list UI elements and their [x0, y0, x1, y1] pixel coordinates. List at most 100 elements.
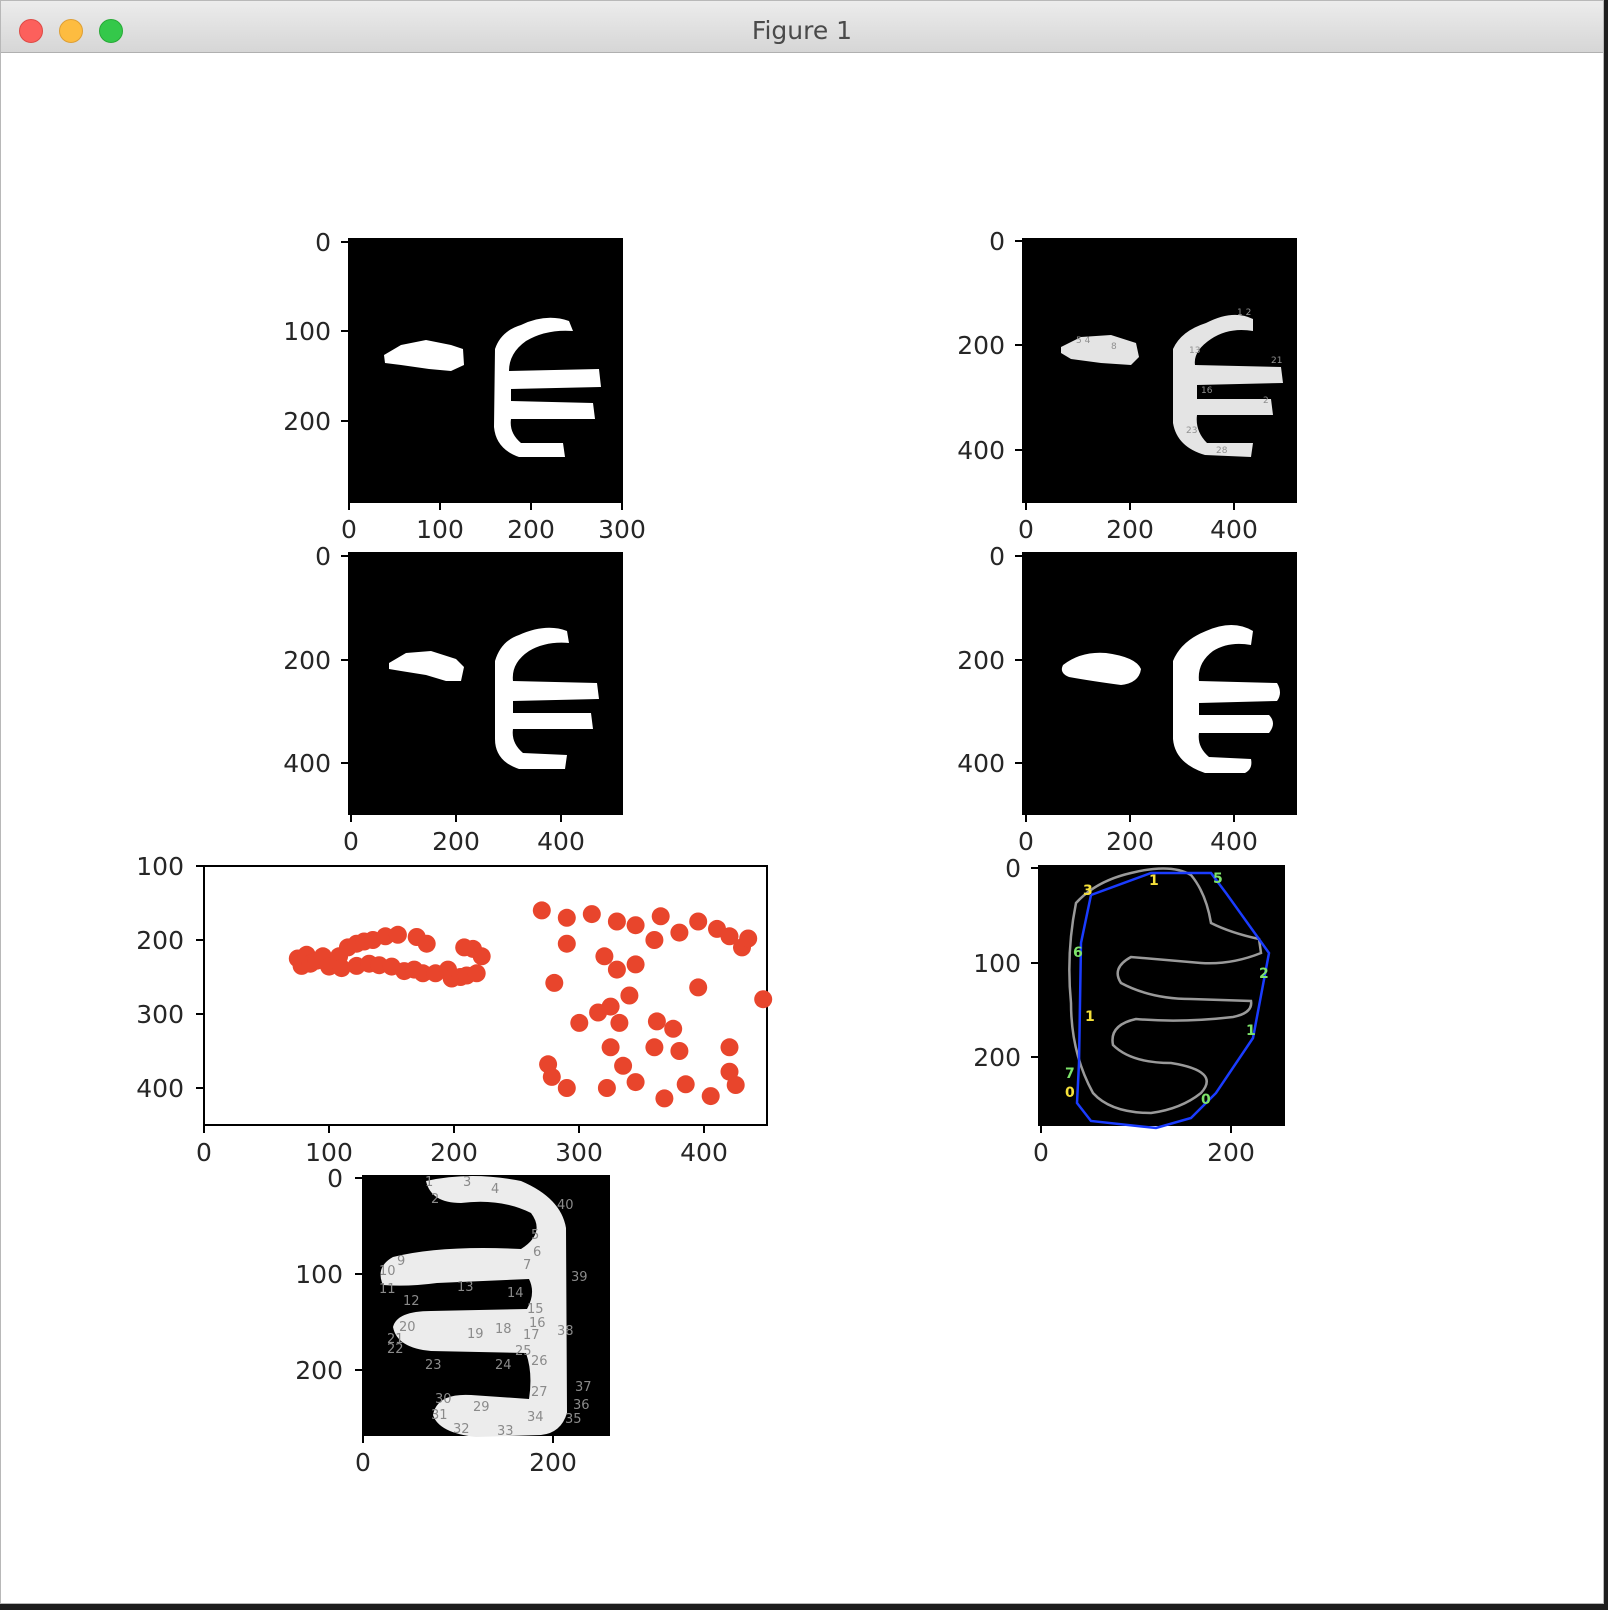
panel-top-right: 1 2 21 2 13 16 23 28 5 4 8 [1022, 238, 1297, 503]
scatter-point [670, 923, 689, 942]
scatter-point [388, 925, 407, 944]
hull-label: 2 [1259, 966, 1269, 982]
y-tick-label: 400 [283, 749, 331, 778]
point-label: 11 [379, 1282, 396, 1297]
scatter-point [455, 938, 474, 957]
point-label: 34 [527, 1410, 544, 1425]
svg-text:28: 28 [1216, 446, 1228, 456]
x-tick-label: 0 [355, 1448, 371, 1477]
scatter-point [570, 1013, 589, 1032]
y-tick-label: 100 [136, 852, 184, 881]
scatter-point [626, 955, 645, 974]
y-tick-label: 200 [957, 646, 1005, 675]
y-tick-label: 0 [989, 542, 1005, 571]
x-tick-label: 400 [537, 827, 585, 856]
close-button[interactable] [19, 19, 43, 43]
mask-shape [1173, 314, 1283, 457]
point-label: 5 [531, 1228, 539, 1243]
scatter-point [557, 1079, 576, 1097]
y-tick-label: 100 [295, 1260, 343, 1289]
mask-blob [1061, 335, 1139, 365]
y-tick-label: 200 [136, 926, 184, 955]
scatter-point [620, 986, 639, 1005]
scatter-point [595, 947, 614, 966]
scatter-point [601, 997, 620, 1016]
point-label: 10 [379, 1264, 396, 1279]
svg-text:2: 2 [1263, 396, 1269, 406]
y-tick-label: 100 [973, 949, 1021, 978]
point-label: 13 [457, 1280, 474, 1295]
point-label: 21 [387, 1332, 404, 1347]
point-label: 36 [573, 1398, 590, 1413]
point-label: 25 [515, 1344, 532, 1359]
x-tick-label: 200 [430, 1138, 478, 1167]
mask-blob [1061, 652, 1141, 685]
hull-label: 1 [1085, 1009, 1095, 1025]
point-label: 15 [527, 1302, 544, 1317]
scatter-point [645, 1038, 664, 1057]
x-tick-label: 100 [416, 515, 464, 544]
zoom-button[interactable] [99, 19, 123, 43]
point-label: 29 [473, 1400, 490, 1415]
y-tick-label: 400 [957, 436, 1005, 465]
point-label: 27 [531, 1385, 548, 1400]
x-tick-label: 0 [343, 827, 359, 856]
scatter-point [655, 1089, 674, 1108]
scatter-point [417, 934, 436, 953]
point-labels: 1 2 3 4 5 6 7 9 10 11 12 13 14 15 16 17 [379, 1175, 592, 1439]
y-tick-label: 400 [136, 1074, 184, 1103]
scatter-point [413, 964, 432, 983]
contour-label-cluster: 1 2 21 2 13 16 23 28 5 4 8 [1076, 308, 1282, 456]
y-tick-label: 0 [1005, 854, 1021, 883]
scatter-point [614, 1056, 633, 1075]
point-label: 20 [399, 1320, 416, 1335]
x-tick-label: 200 [507, 515, 555, 544]
tick-labels: 0 100 200 300 0 100 200 0 200 400 0 200 … [136, 227, 1258, 1477]
point-label: 24 [495, 1358, 512, 1373]
x-tick-label: 400 [680, 1138, 728, 1167]
x-tick-label: 300 [555, 1138, 603, 1167]
hull-label: 7 [1065, 1066, 1075, 1082]
convex-hull-line [1075, 871, 1271, 1130]
x-tick-label: 0 [1033, 1138, 1049, 1167]
hull-label: 1 [1149, 873, 1159, 889]
point-label: 1 [425, 1175, 433, 1190]
hull-label: 5 [1213, 871, 1223, 887]
panel-middle-right [1022, 552, 1297, 815]
svg-text:5 4: 5 4 [1076, 336, 1091, 346]
scatter-point [626, 916, 645, 935]
y-tick-label: 200 [295, 1356, 343, 1385]
scatter-point [607, 912, 626, 931]
y-tick-label: 100 [283, 317, 331, 346]
point-label: 19 [467, 1327, 484, 1342]
scatter-point [651, 907, 670, 926]
panel-scatter [203, 865, 773, 1126]
y-tick-label: 300 [136, 1000, 184, 1029]
point-label: 31 [431, 1408, 448, 1423]
point-label: 6 [533, 1245, 541, 1260]
mask-shape [495, 627, 599, 769]
y-tick-label: 400 [957, 749, 1005, 778]
scatter-point [720, 1038, 739, 1057]
y-tick-label: 0 [327, 1164, 343, 1193]
svg-text:13: 13 [1189, 346, 1200, 356]
scatter-point [689, 912, 708, 931]
mask-shape [1173, 625, 1280, 773]
axes-frame [203, 865, 768, 1126]
y-tick-label: 200 [283, 407, 331, 436]
y-tick-label: 0 [989, 227, 1005, 256]
hull-label: 6 [1073, 945, 1083, 961]
scatter-point [532, 901, 551, 920]
svg-text:23: 23 [1186, 426, 1197, 436]
x-tick-label: 200 [1106, 515, 1154, 544]
scatter-point [582, 905, 601, 924]
point-label: 9 [397, 1254, 405, 1269]
title-bar[interactable]: Figure 1 [1, 1, 1603, 53]
point-label: 16 [529, 1316, 546, 1331]
svg-text:21: 21 [1271, 356, 1282, 366]
hull-label: 0 [1065, 1085, 1075, 1101]
minimize-button[interactable] [59, 19, 83, 43]
scatter-point [557, 908, 576, 927]
x-tick-label: 0 [196, 1138, 212, 1167]
